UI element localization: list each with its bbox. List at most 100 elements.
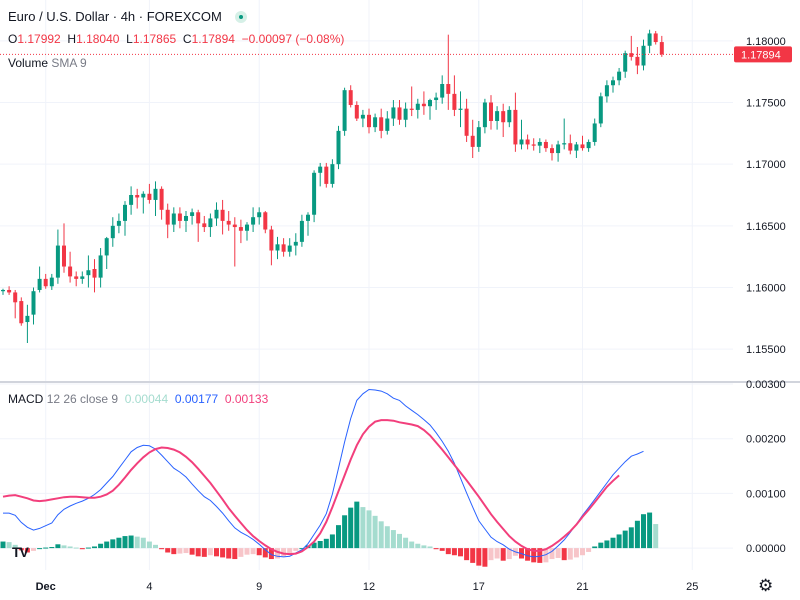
macd-histogram-bar <box>567 548 573 560</box>
candle-body <box>409 108 414 110</box>
macd-histogram-bar <box>476 548 482 566</box>
macd-histogram-bar <box>226 548 232 559</box>
candle-body <box>159 188 164 210</box>
macd-histogram-bar <box>464 548 470 561</box>
macd-histogram-bar <box>43 547 49 549</box>
macd-histogram-bar <box>171 548 177 555</box>
volume-legend[interactable]: Volume SMA 9 <box>8 56 87 70</box>
macd-tick-label: 0.00300 <box>746 379 786 391</box>
candle-body <box>360 114 365 119</box>
macd-histogram-bar <box>543 548 549 563</box>
candle-body <box>37 278 42 290</box>
macd-histogram-bar <box>634 520 640 549</box>
candle-body <box>275 244 280 251</box>
candle-body <box>25 315 30 323</box>
close-label: C <box>182 32 192 46</box>
price-tick-label: 1.16000 <box>746 283 786 295</box>
macd-histogram-bar <box>207 548 213 556</box>
candle-body <box>135 195 140 198</box>
macd-histogram-bar <box>116 537 122 549</box>
candle-body <box>49 277 54 287</box>
candle <box>104 236 109 269</box>
price-tick-label: 1.15500 <box>746 344 786 356</box>
market-open-icon <box>235 11 248 23</box>
candle <box>1 288 5 295</box>
candle-body <box>403 108 408 120</box>
macd-histogram-bar <box>451 548 457 556</box>
macd-histogram-bar <box>79 548 85 550</box>
candle-body <box>653 33 658 43</box>
macd-histogram-bar <box>128 535 134 549</box>
candle <box>245 222 249 241</box>
candle <box>403 102 408 128</box>
macd-histogram-bar <box>104 541 110 549</box>
candle <box>98 248 103 288</box>
macd-histogram-bar <box>317 541 323 549</box>
candle-body <box>629 53 634 57</box>
candle <box>354 101 359 121</box>
candle <box>263 211 268 234</box>
macd-histogram-bar <box>598 542 604 549</box>
time-tick-label: 9 <box>256 581 262 593</box>
candle <box>275 236 280 260</box>
time-tick-label: 4 <box>146 581 152 593</box>
tradingview-logo-icon[interactable]: TV <box>12 544 29 560</box>
macd-histogram-bar <box>24 548 30 553</box>
candle-body <box>116 220 121 226</box>
candle-body <box>123 204 127 221</box>
macd-histogram-bar <box>616 534 622 549</box>
candle-body <box>476 127 481 147</box>
candle <box>80 271 85 284</box>
candle-body <box>531 144 536 146</box>
candle-body <box>202 223 207 228</box>
macd-histogram-bar <box>268 548 274 560</box>
volume-params: SMA 9 <box>51 56 87 70</box>
macd-histogram-bar <box>397 533 402 549</box>
low-value: 1.17865 <box>132 32 177 46</box>
symbol-title[interactable]: Euro / U.S. Dollar · 4h · FOREXCOM <box>8 9 222 24</box>
macd-histogram-bar <box>647 512 653 549</box>
candle-body <box>446 84 451 94</box>
candle-body <box>513 109 518 145</box>
macd-legend[interactable]: MACD 12 26 close 9 0.00044 0.00177 0.001… <box>8 392 268 406</box>
macd-histogram-bar <box>378 521 384 549</box>
macd-histogram-bar <box>354 501 360 549</box>
candle <box>226 211 231 231</box>
candle-body <box>598 96 603 124</box>
candle <box>635 47 640 75</box>
candle <box>458 91 463 128</box>
macd-histogram-bar <box>183 548 189 554</box>
candle <box>55 229 60 284</box>
candle-body <box>562 143 567 145</box>
macd-histogram-bar <box>140 537 146 549</box>
candle <box>397 100 402 125</box>
macd-histogram-bar <box>214 548 219 557</box>
macd-histogram-bar <box>445 548 451 555</box>
candle <box>324 162 329 188</box>
macd-histogram-bar <box>55 544 61 549</box>
macd-histogram-bar <box>366 510 372 549</box>
macd-histogram-bar <box>256 548 262 556</box>
candle-body <box>604 85 609 97</box>
candle <box>452 75 457 117</box>
macd-histogram-bar <box>61 545 67 549</box>
candle-body <box>165 209 170 225</box>
candle-body <box>470 135 475 147</box>
candle <box>31 287 36 325</box>
candle-body <box>287 245 292 252</box>
candle <box>470 119 475 158</box>
candle <box>110 217 115 247</box>
macd-histogram-bar <box>390 530 396 549</box>
macd-histogram-bar <box>110 539 116 549</box>
candle-body <box>312 172 317 215</box>
candle-body <box>153 188 158 200</box>
candle-body <box>434 97 439 101</box>
candle <box>598 92 603 128</box>
candle-body <box>80 276 85 279</box>
candle <box>190 208 195 225</box>
candle <box>421 91 426 115</box>
candle-body <box>611 80 615 86</box>
gear-icon[interactable]: ⚙ <box>758 576 774 595</box>
candle-body <box>592 123 597 142</box>
